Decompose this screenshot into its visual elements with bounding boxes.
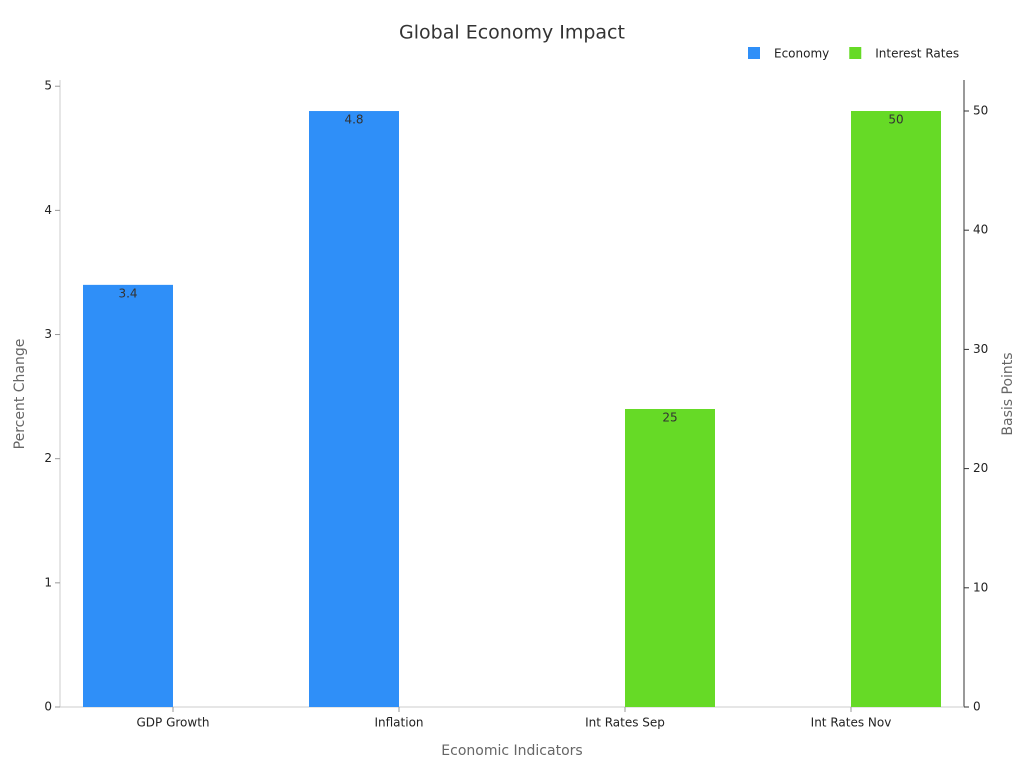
y2-tick-label: 30: [973, 342, 988, 356]
value-label: 3.4: [118, 286, 137, 300]
bar: [309, 111, 399, 707]
y2-tick-label: 50: [973, 103, 988, 117]
y-tick-label: 0: [44, 700, 52, 714]
y2-axis-title: Basis Points: [1000, 352, 1016, 435]
y2-tick-label: 0: [973, 700, 981, 714]
x-tick-label: Int Rates Sep: [585, 716, 665, 730]
y2-tick-label: 10: [973, 580, 988, 594]
bar: [851, 110, 941, 708]
x-tick-label: Inflation: [374, 716, 423, 730]
bar: [625, 408, 715, 707]
legend-label: Economy: [774, 47, 829, 61]
legend-swatch: [849, 47, 862, 59]
y-tick-label: 5: [44, 79, 52, 93]
value-label: 50: [888, 112, 903, 126]
y-tick-label: 2: [44, 451, 52, 465]
x-tick-label: Int Rates Nov: [811, 716, 892, 730]
y-tick-label: 1: [44, 575, 52, 589]
y2-tick-label: 40: [973, 223, 988, 237]
legend-label: Interest Rates: [875, 47, 959, 61]
y-axis-title: Percent Change: [12, 339, 28, 450]
x-tick-label: GDP Growth: [136, 716, 209, 730]
y-tick-label: 3: [44, 327, 52, 341]
y-tick-label: 4: [44, 203, 52, 217]
y2-tick-label: 20: [973, 461, 988, 475]
bar: [83, 284, 173, 707]
x-axis-title: Economic Indicators: [441, 743, 582, 759]
legend-swatch: [748, 47, 760, 59]
value-label: 25: [662, 410, 677, 424]
chart-title: Global Economy Impact: [399, 22, 625, 44]
value-label: 4.8: [344, 113, 363, 127]
